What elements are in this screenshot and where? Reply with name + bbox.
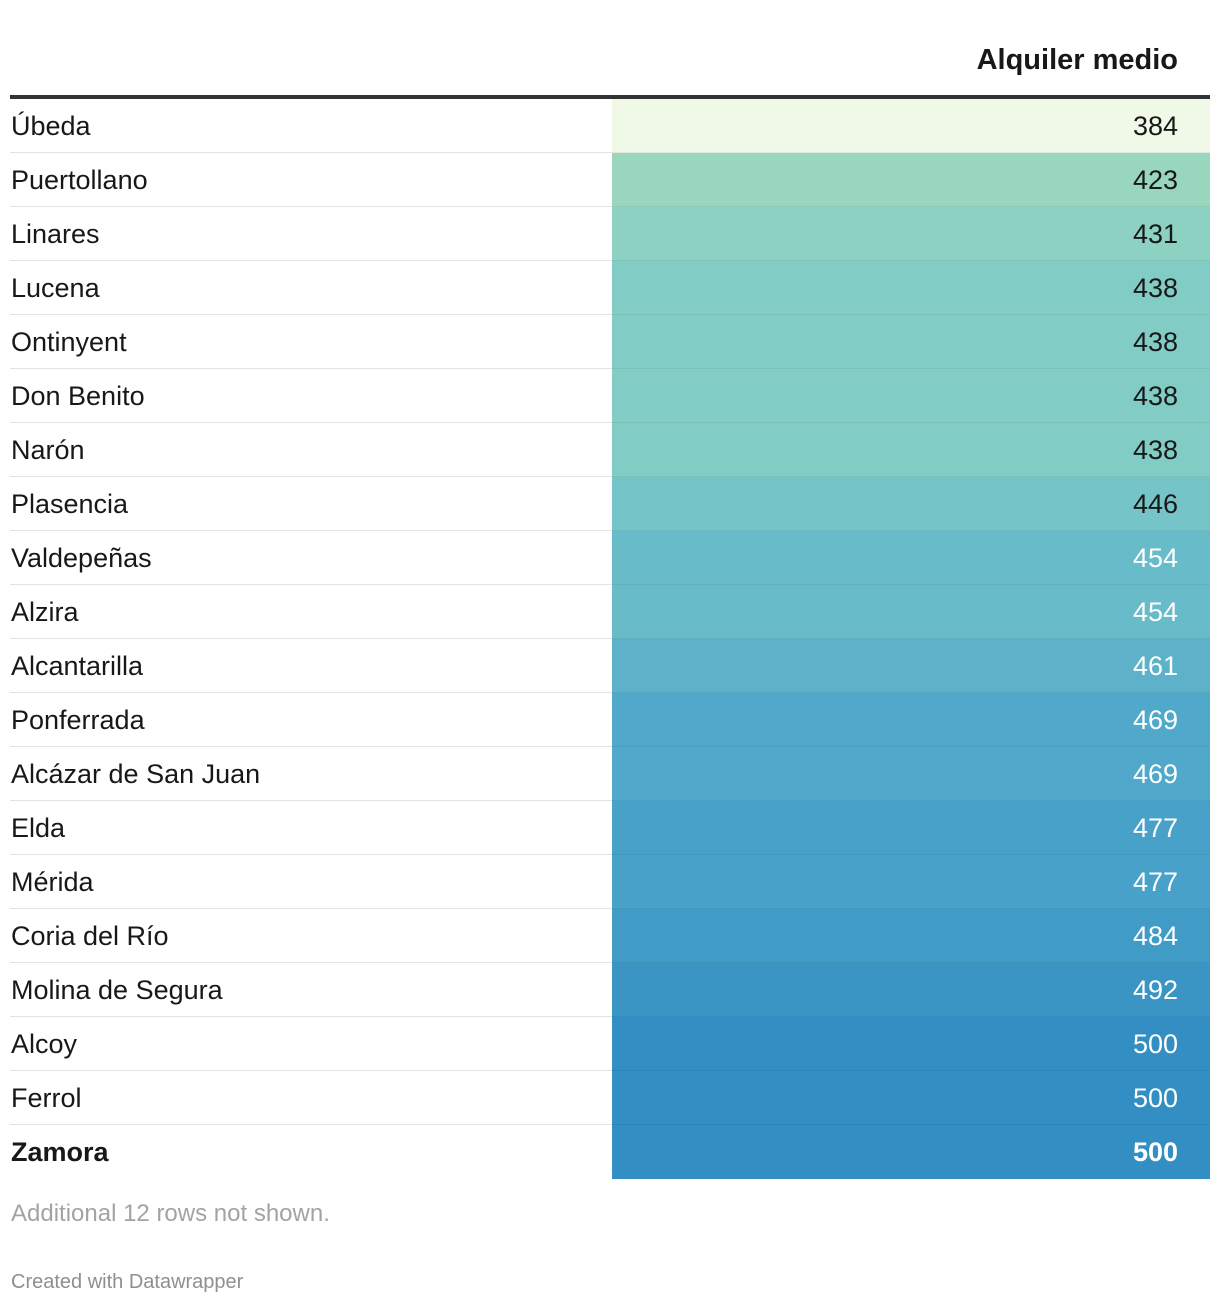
column-header-alquiler-medio[interactable]: Alquiler medio — [976, 44, 1178, 76]
row-label: Alzira — [10, 585, 612, 639]
table-row: Ponferrada 469 — [10, 693, 1210, 747]
table-row: Alzira 454 — [10, 585, 1210, 639]
table-row: Don Benito 438 — [10, 369, 1210, 423]
table-row: Valdepeñas 454 — [10, 531, 1210, 585]
row-label: Linares — [10, 207, 612, 261]
table-row: Lucena 438 — [10, 261, 1210, 315]
row-label: Valdepeñas — [10, 531, 612, 585]
heatmap-cell: 438 — [612, 315, 1210, 369]
row-label: Mérida — [10, 855, 612, 909]
row-label: Ponferrada — [10, 693, 612, 747]
table-row: Alcoy 500 — [10, 1017, 1210, 1071]
datawrapper-credit[interactable]: Created with Datawrapper — [11, 1271, 244, 1293]
table-row: Linares 431 — [10, 207, 1210, 261]
row-label: Don Benito — [10, 369, 612, 423]
table-row: Puertollano 423 — [10, 153, 1210, 207]
table-row: Plasencia 446 — [10, 477, 1210, 531]
table-body: Úbeda 384 Puertollano 423 Linares 431 Lucena 43… — [10, 99, 1210, 1179]
heatmap-cell: 477 — [612, 801, 1210, 855]
row-label: Elda — [10, 801, 612, 855]
row-label: Alcantarilla — [10, 639, 612, 693]
heatmap-cell: 500 — [612, 1071, 1210, 1125]
table-row: Coria del Río 484 — [10, 909, 1210, 963]
table-row: Alcázar de San Juan 469 — [10, 747, 1210, 801]
heatmap-cell: 461 — [612, 639, 1210, 693]
row-label: Úbeda — [10, 99, 612, 153]
row-label: Ferrol — [10, 1071, 612, 1125]
heatmap-cell: 446 — [612, 477, 1210, 531]
heatmap-cell: 500 — [612, 1125, 1210, 1179]
table-header: Alquiler medio — [10, 0, 1210, 99]
row-label: Lucena — [10, 261, 612, 315]
table-row: Narón 438 — [10, 423, 1210, 477]
heatmap-cell: 438 — [612, 369, 1210, 423]
heatmap-cell: 438 — [612, 423, 1210, 477]
heatmap-cell: 431 — [612, 207, 1210, 261]
heatmap-cell: 384 — [612, 99, 1210, 153]
table-row: Alcantarilla 461 — [10, 639, 1210, 693]
table-row: Ontinyent 438 — [10, 315, 1210, 369]
row-label: Alcoy — [10, 1017, 612, 1071]
data-table: Alquiler medio Úbeda 384 Puertollano 423 Lin… — [10, 0, 1210, 1179]
heatmap-cell: 423 — [612, 153, 1210, 207]
table-row: Zamora 500 — [10, 1125, 1210, 1179]
heatmap-cell: 454 — [612, 585, 1210, 639]
heatmap-cell: 454 — [612, 531, 1210, 585]
row-label: Puertollano — [10, 153, 612, 207]
table-row: Mérida 477 — [10, 855, 1210, 909]
heatmap-cell: 477 — [612, 855, 1210, 909]
heatmap-cell: 438 — [612, 261, 1210, 315]
row-label: Plasencia — [10, 477, 612, 531]
table-row: Úbeda 384 — [10, 99, 1210, 153]
heatmap-cell: 469 — [612, 693, 1210, 747]
heatmap-cell: 500 — [612, 1017, 1210, 1071]
rows-hidden-note: Additional 12 rows not shown. — [11, 1200, 330, 1227]
row-label: Narón — [10, 423, 612, 477]
table-row: Molina de Segura 492 — [10, 963, 1210, 1017]
table-row: Elda 477 — [10, 801, 1210, 855]
row-label: Zamora — [11, 1137, 109, 1167]
row-label: Alcázar de San Juan — [10, 747, 612, 801]
heatmap-cell: 469 — [612, 747, 1210, 801]
table-row: Ferrol 500 — [10, 1071, 1210, 1125]
heatmap-cell: 484 — [612, 909, 1210, 963]
row-label: Ontinyent — [10, 315, 612, 369]
row-label: Molina de Segura — [10, 963, 612, 1017]
row-label: Coria del Río — [10, 909, 612, 963]
heatmap-cell: 492 — [612, 963, 1210, 1017]
